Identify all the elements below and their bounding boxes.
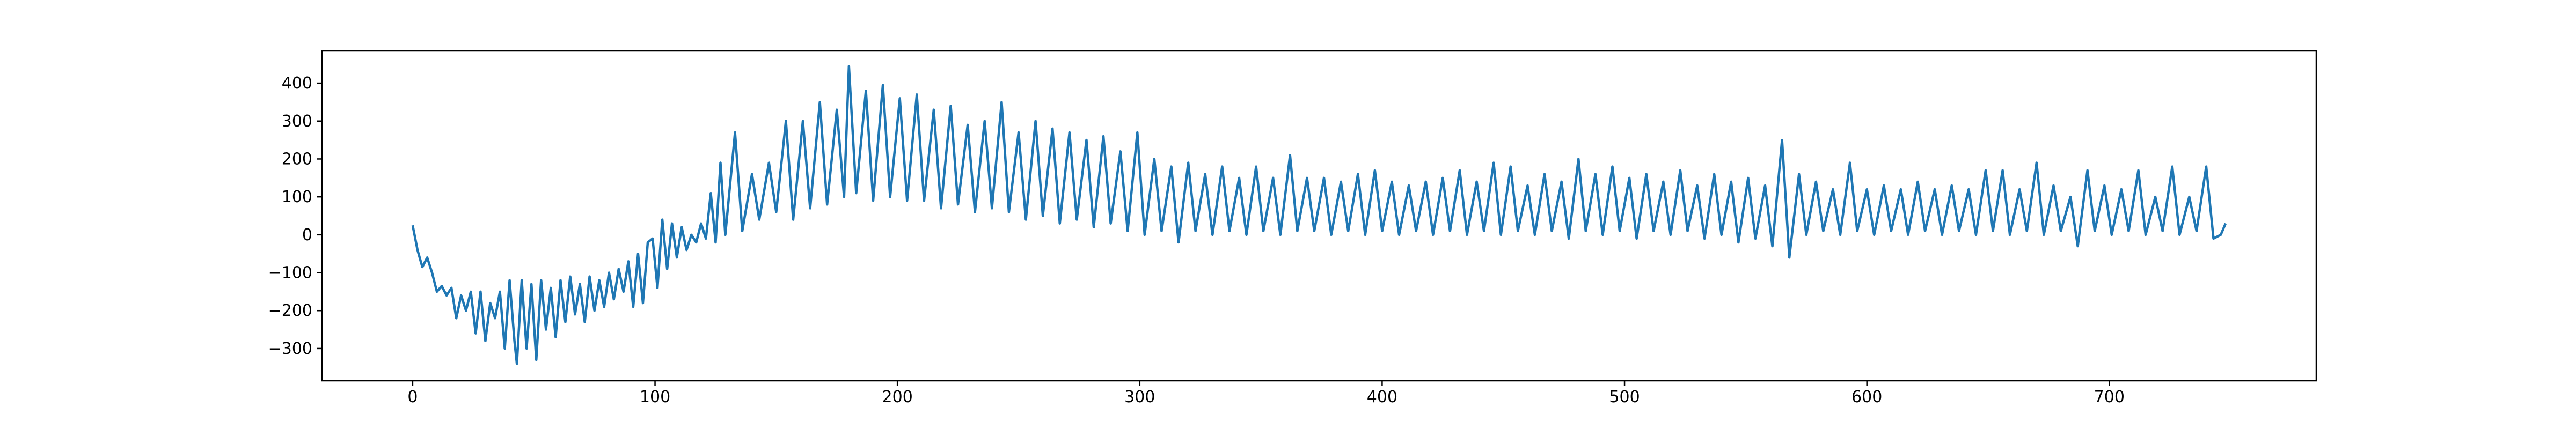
- data-line: [411, 65, 2227, 365]
- x-tick-label: 700: [2094, 388, 2125, 406]
- y-tick-label: 300: [282, 112, 312, 131]
- y-tick-label: −300: [268, 339, 312, 358]
- y-tick-label: 0: [302, 226, 312, 245]
- axes-frame: [321, 50, 2317, 382]
- y-tick-label: −100: [268, 264, 312, 283]
- y-tick-label: −200: [268, 301, 312, 320]
- y-tick-label: 400: [282, 74, 312, 93]
- y-tick-label: 100: [282, 188, 312, 206]
- x-tick-label: 0: [407, 388, 418, 406]
- y-tick-label: 200: [282, 150, 312, 168]
- x-tick-label: 600: [1851, 388, 1882, 406]
- x-tick-label: 500: [1609, 388, 1640, 406]
- x-tick-label: 100: [640, 388, 670, 406]
- x-tick-label: 200: [882, 388, 913, 406]
- x-tick-label: 300: [1124, 388, 1155, 406]
- x-tick-label: 400: [1367, 388, 1397, 406]
